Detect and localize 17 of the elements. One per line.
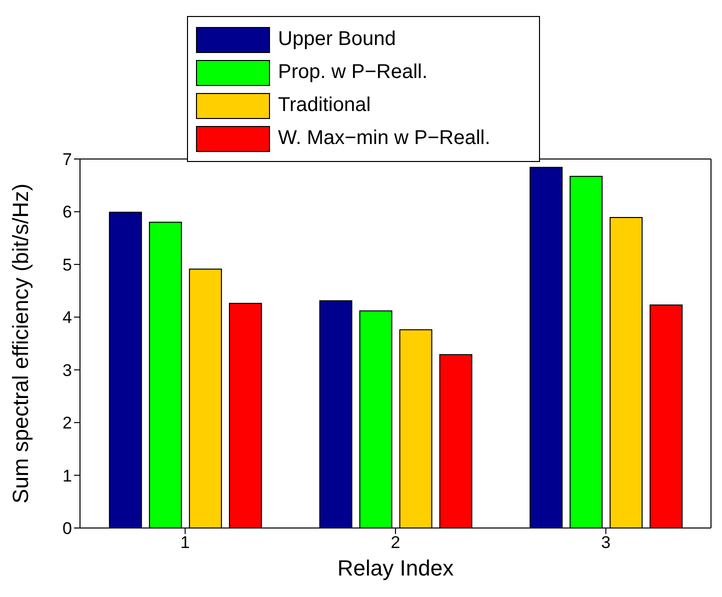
y-axis-title: Sum spectral efficiency (bit/s/Hz) bbox=[8, 184, 33, 504]
y-tick-label: 5 bbox=[62, 255, 72, 274]
legend-label: Traditional bbox=[278, 94, 371, 117]
legend-label: W. Max−min w P−Reall. bbox=[278, 127, 490, 150]
y-tick-label: 3 bbox=[62, 360, 72, 380]
x-tick-label: 3 bbox=[601, 533, 611, 552]
x-tick-label: 1 bbox=[180, 533, 190, 552]
x-axis-title: Relay Index bbox=[337, 556, 454, 581]
x-tick-label: 2 bbox=[390, 533, 400, 552]
y-tick-label: 2 bbox=[62, 414, 72, 433]
y-tick-label: 7 bbox=[62, 150, 72, 170]
legend-label: Upper Bound bbox=[278, 28, 396, 51]
y-tick-label: 0 bbox=[62, 519, 72, 538]
legend-label: Prop. w P−Reall. bbox=[278, 61, 428, 84]
y-tick-label: 6 bbox=[62, 202, 72, 222]
y-tick-label: 1 bbox=[62, 466, 72, 486]
y-tick-label: 4 bbox=[62, 308, 72, 328]
